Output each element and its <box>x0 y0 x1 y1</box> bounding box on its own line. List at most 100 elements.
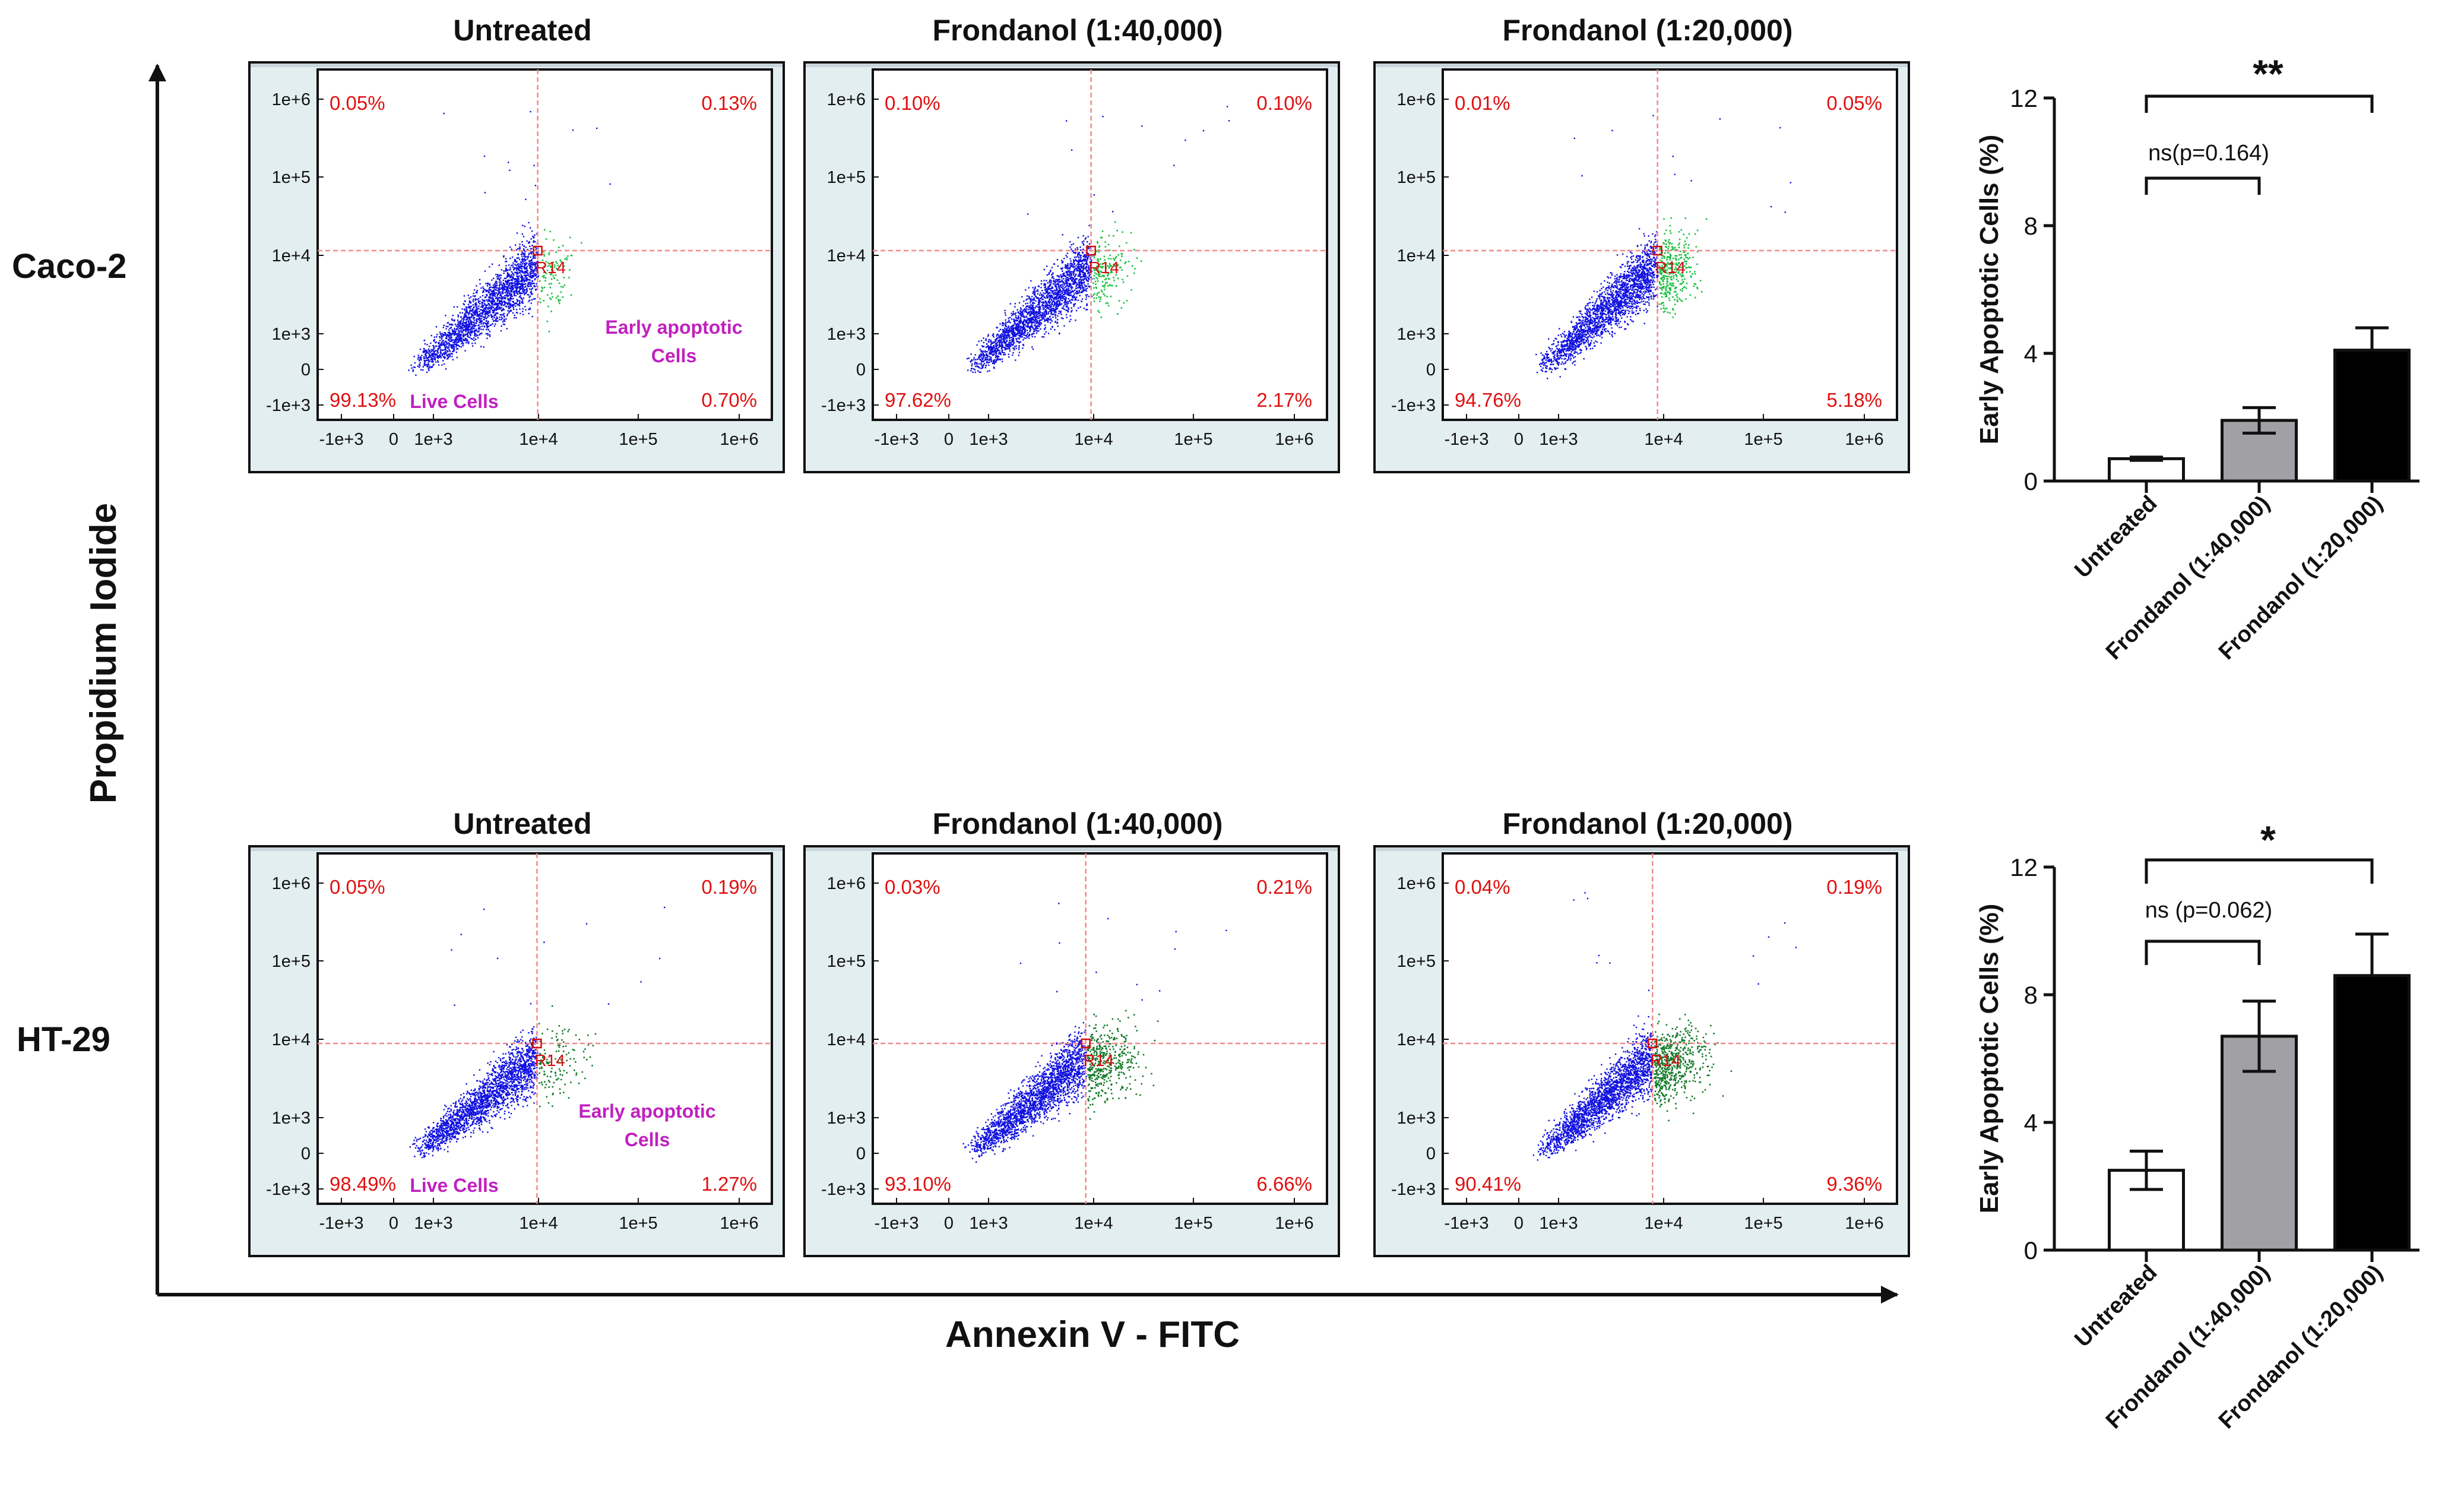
live-cell-dot <box>460 346 463 348</box>
y-tick-label: -1e+3 <box>1391 396 1436 415</box>
live-cell-dot <box>1035 319 1037 321</box>
live-cell-dot <box>464 309 466 311</box>
live-cell-dot <box>527 283 529 285</box>
live-cell-dot <box>1046 295 1048 297</box>
live-cell-dot <box>1085 309 1087 311</box>
live-cell-dot <box>1054 308 1056 311</box>
quadrant-upper-right: 0.10% <box>1256 92 1312 114</box>
live-cell-dot <box>424 357 426 359</box>
live-cell-dot <box>1632 305 1633 307</box>
quadrant-lower-left: 97.62% <box>885 389 951 411</box>
early-apoptotic-dot <box>562 286 564 288</box>
live-cell-dot <box>1075 265 1077 267</box>
live-cell-dot <box>469 310 471 312</box>
live-cell-dot <box>1050 309 1052 311</box>
live-cell-dot <box>1065 267 1067 269</box>
live-cell-dot <box>483 308 485 310</box>
live-cell-dot <box>1009 330 1011 331</box>
live-cell-dot <box>1605 302 1607 303</box>
live-cell-dot <box>518 267 520 268</box>
live-cell-dot <box>503 284 505 286</box>
live-cell-dot <box>1083 287 1085 289</box>
live-cell-dot <box>1551 344 1553 346</box>
live-cell-dot <box>1022 327 1024 330</box>
early-apoptotic-dot <box>1114 221 1116 223</box>
live-cell-dot <box>493 283 496 285</box>
live-cell-dot <box>1643 288 1645 290</box>
live-cell-dot <box>509 303 512 305</box>
live-cell-dot <box>1030 321 1031 323</box>
early-apoptotic-dot <box>1098 271 1100 273</box>
live-cell-dot <box>1052 286 1053 288</box>
live-cell-dot <box>448 336 449 337</box>
live-cell-dot <box>1594 302 1596 304</box>
y-tick-label: 1e+3 <box>1397 325 1436 344</box>
live-cell-dot <box>1585 346 1586 347</box>
live-cell-dot <box>1046 288 1047 290</box>
live-cell-dot <box>1028 322 1030 324</box>
live-cell-dot <box>1003 329 1005 331</box>
live-cell-dot <box>1063 273 1065 276</box>
live-cell-dot <box>455 346 457 348</box>
live-cell-dot <box>515 312 518 314</box>
live-cell-dot <box>423 350 425 352</box>
live-cell-dot <box>468 305 470 308</box>
live-cell-dot <box>1053 280 1054 281</box>
live-cell-dot <box>1601 299 1602 301</box>
live-cell-dot <box>1022 324 1024 326</box>
early-apoptotic-dot <box>1107 265 1109 267</box>
live-cell-dot <box>470 310 472 312</box>
live-cell-dot <box>1050 310 1052 312</box>
live-cell-dot <box>990 339 992 341</box>
live-cell-dot <box>1030 314 1031 316</box>
live-cell-dot <box>475 325 477 327</box>
live-cell-dot <box>454 324 456 325</box>
early-apoptotic-dot <box>544 280 546 281</box>
live-cell-dot <box>439 340 441 341</box>
live-cell-dot <box>1060 295 1062 297</box>
live-cell-dot <box>451 333 453 335</box>
live-cell-dot <box>1088 277 1090 280</box>
early-apoptotic-dot <box>1101 236 1103 239</box>
early-apoptotic-dot <box>549 265 551 267</box>
live-cell-dot <box>482 323 484 325</box>
live-cell-dot <box>1068 290 1070 292</box>
live-cell-dot <box>1589 328 1592 330</box>
early-apoptotic-dot <box>541 286 543 289</box>
live-cell-dot <box>1019 332 1022 334</box>
live-cell-dot <box>986 346 987 348</box>
live-cell-dot <box>489 324 491 326</box>
live-cell-dot <box>1072 299 1073 301</box>
live-cell-dot <box>489 312 491 314</box>
live-cell-dot <box>992 342 993 344</box>
early-apoptotic-dot <box>1106 281 1108 284</box>
live-cell-dot <box>1049 280 1051 282</box>
live-cell-dot <box>465 342 467 344</box>
live-cell-dot <box>1078 275 1080 277</box>
live-cell-dot <box>1050 304 1052 306</box>
live-cell-dot <box>1075 309 1078 312</box>
live-cell-dot <box>996 359 997 362</box>
live-cell-dot <box>1544 371 1546 372</box>
live-cell-dot <box>491 300 493 302</box>
live-cell-dot <box>1011 318 1013 320</box>
live-cell-dot <box>1052 296 1053 298</box>
live-cell-dot <box>510 276 512 277</box>
live-cell-dot <box>1018 324 1019 326</box>
live-cell-dot <box>1011 343 1013 345</box>
live-cell-dot <box>492 290 495 292</box>
live-cell-dot <box>528 264 530 266</box>
live-cell-dot <box>1082 271 1084 273</box>
live-cell-dot <box>456 339 458 341</box>
live-cell-dot <box>1034 317 1035 318</box>
live-cell-dot <box>530 283 533 284</box>
live-cell-dot <box>1036 330 1038 332</box>
live-cell-dot <box>526 274 528 276</box>
live-cell-dot <box>1051 302 1053 303</box>
live-cell-dot <box>530 238 532 240</box>
live-cell-dot <box>1031 300 1033 302</box>
live-cell-dot <box>1012 325 1014 327</box>
live-cell-dot <box>1034 292 1035 293</box>
live-cell-dot <box>1056 305 1058 307</box>
live-cell-dot <box>1070 275 1072 277</box>
